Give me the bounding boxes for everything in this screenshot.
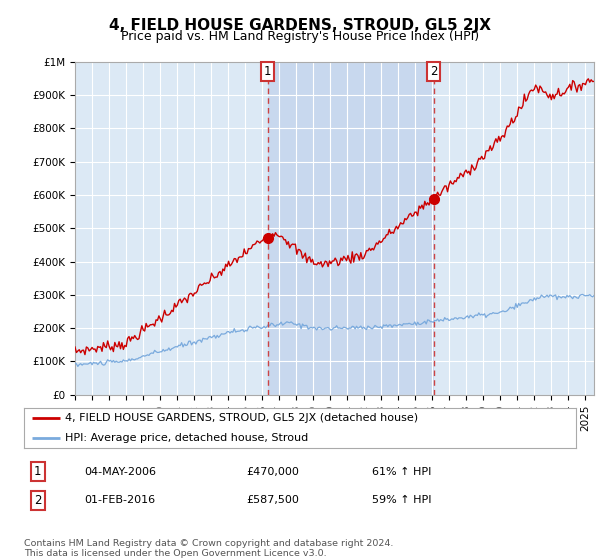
Text: £587,500: £587,500 xyxy=(246,495,299,505)
Text: 2: 2 xyxy=(34,493,41,507)
Text: 4, FIELD HOUSE GARDENS, STROUD, GL5 2JX (detached house): 4, FIELD HOUSE GARDENS, STROUD, GL5 2JX … xyxy=(65,413,419,423)
Text: £470,000: £470,000 xyxy=(246,466,299,477)
Text: 1: 1 xyxy=(264,65,272,78)
Text: 59% ↑ HPI: 59% ↑ HPI xyxy=(372,495,431,505)
Text: Contains HM Land Registry data © Crown copyright and database right 2024.
This d: Contains HM Land Registry data © Crown c… xyxy=(24,539,394,558)
Text: 4, FIELD HOUSE GARDENS, STROUD, GL5 2JX: 4, FIELD HOUSE GARDENS, STROUD, GL5 2JX xyxy=(109,18,491,33)
Text: 01-FEB-2016: 01-FEB-2016 xyxy=(84,495,155,505)
Bar xyxy=(268,62,434,395)
Text: 1: 1 xyxy=(34,465,41,478)
Text: 61% ↑ HPI: 61% ↑ HPI xyxy=(372,466,431,477)
Text: HPI: Average price, detached house, Stroud: HPI: Average price, detached house, Stro… xyxy=(65,432,308,442)
Text: 04-MAY-2006: 04-MAY-2006 xyxy=(84,466,156,477)
Text: 2: 2 xyxy=(430,65,437,78)
Text: Price paid vs. HM Land Registry's House Price Index (HPI): Price paid vs. HM Land Registry's House … xyxy=(121,30,479,43)
